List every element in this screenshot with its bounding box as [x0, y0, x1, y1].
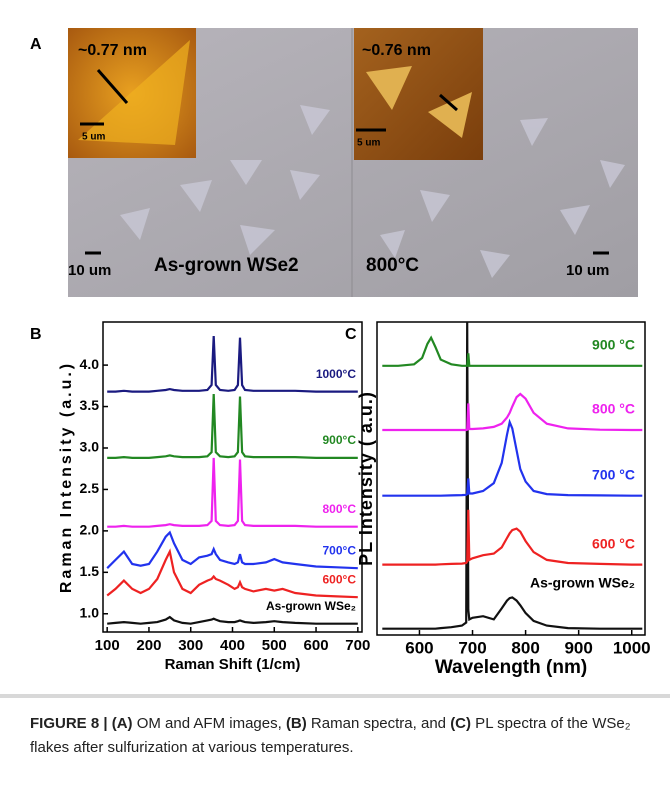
series-line: [382, 418, 643, 497]
height-label: ~0.76 nm: [362, 42, 431, 59]
y-tick-label: 3.0: [80, 439, 100, 455]
panel-label: A: [30, 36, 42, 53]
y-tick-label: 1.5: [80, 563, 100, 579]
flakes: [120, 105, 625, 278]
y-axis-label: PL Intensity ( a.u.): [356, 391, 376, 566]
plot-frame: [102, 321, 363, 633]
caption-bold: (B): [285, 715, 307, 732]
height-label: ~0.77 nm: [78, 42, 147, 59]
caption-bold: (C): [450, 715, 472, 732]
series-line: [106, 548, 358, 599]
afm-inset: [354, 28, 483, 160]
series-line: [382, 335, 643, 367]
caption-bold: FIGURE 8 | (A): [30, 715, 133, 732]
series-line: [107, 615, 358, 625]
series-label: 800°C: [323, 502, 357, 516]
x-tick-label: 400: [220, 637, 245, 654]
series-label: 800 °C: [592, 401, 635, 417]
y-tick-label: 3.5: [80, 397, 100, 413]
series-line: [107, 336, 358, 393]
profile-line: [439, 93, 458, 112]
series-line: [107, 457, 358, 528]
caption-text: PL spectra of the WSe₂ flakes after sulf…: [30, 715, 631, 756]
series-label: 600 °C: [592, 535, 635, 551]
series-line: [382, 392, 643, 432]
caption-text: Raman spectra, and: [306, 715, 451, 732]
panel-label: C: [345, 326, 357, 343]
caption: FIGURE 8 | (A) OM and AFM images, (B) Ra…: [30, 712, 640, 760]
afm-flake: [366, 66, 412, 110]
x-tick-label: 800: [511, 638, 539, 657]
y-axis-label: Raman Intensity (a.u.): [58, 361, 75, 593]
afm-flake: [428, 92, 472, 138]
x-axis-label: Wavelength (nm): [435, 657, 587, 678]
x-tick-label: 600: [304, 637, 329, 654]
scale-label: 5 um: [82, 132, 105, 143]
series-label: 700 °C: [592, 466, 635, 482]
x-tick-label: 500: [262, 637, 287, 654]
x-tick-label: 900: [564, 638, 592, 657]
plot-frame: [376, 321, 646, 636]
afm-flake: [78, 40, 190, 145]
series-line: [382, 321, 643, 630]
series-label: 900 °C: [592, 337, 635, 353]
x-tick-label: 600: [405, 638, 433, 657]
x-tick-label: 300: [178, 637, 203, 654]
scale-label: 10 um: [566, 262, 609, 279]
x-axis-label: Raman Shift (1/cm): [165, 656, 301, 673]
image-caption: 800°C: [366, 255, 419, 276]
x-tick-label: 700: [345, 637, 370, 654]
image-caption: As-grown WSe2: [154, 255, 299, 276]
x-tick-label: 100: [95, 637, 120, 654]
y-tick-label: 2.0: [80, 522, 100, 538]
series-label: 600°C: [323, 572, 357, 586]
y-tick-label: 2.5: [80, 480, 100, 496]
panel-label: B: [30, 326, 42, 343]
series-label: As-grown WSe₂: [266, 599, 356, 613]
series-line: [106, 530, 358, 570]
scale-label: 5 um: [357, 138, 380, 149]
series-label: 1000°C: [316, 367, 356, 381]
series-label: 700°C: [323, 543, 357, 557]
x-tick-label: 200: [136, 637, 161, 654]
scale-label: 10 um: [68, 262, 111, 279]
x-tick-label: 1000: [613, 638, 651, 657]
y-tick-label: 4.0: [80, 356, 100, 372]
caption-text: OM and AFM images,: [132, 715, 286, 732]
series-line: [107, 394, 358, 459]
series-label: As-grown WSe₂: [530, 574, 635, 590]
series-line: [382, 509, 643, 566]
x-tick-label: 700: [458, 638, 486, 657]
figure: A ~0.77 nm 5 um ~0.76 nm 5 um 10 um As-g…: [0, 28, 670, 698]
series-label: 900°C: [323, 433, 357, 447]
profile-line: [96, 69, 129, 104]
y-tick-label: 1.0: [80, 604, 100, 620]
